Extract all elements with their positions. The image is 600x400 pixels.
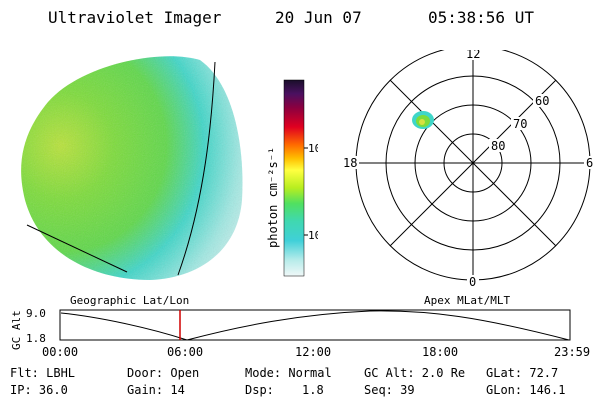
mlat-label-80: 80 [491, 139, 505, 153]
terminator-line [177, 61, 216, 276]
dsp-value: 1.8 [302, 383, 324, 397]
polar-plot: 12 18 6 0 60 70 80 [341, 50, 596, 289]
mlt-label-6: 6 [586, 156, 593, 170]
altitude-tick-high: 9.0 [26, 307, 46, 320]
door-info: Door: Open [127, 366, 200, 380]
time-tick-0000: 00:00 [42, 345, 78, 359]
mlt-label-12: 12 [466, 50, 480, 61]
time-tick-2359: 23:59 [554, 345, 590, 359]
mode-info: Mode: Normal [245, 366, 332, 380]
mlat-label-70: 70 [513, 117, 527, 131]
altitude-timeline: GC Alt 9.0 1.8 00:00 06:00 12:00 18:00 2… [10, 307, 590, 359]
colorbar-unit: photon cm⁻²s⁻¹ [266, 147, 280, 248]
latlon-line [26, 224, 128, 273]
earth-image [21, 56, 243, 281]
colorbar: 100 10 photon cm⁻²s⁻¹ [266, 79, 318, 277]
time-tick-0600: 06:00 [167, 345, 203, 359]
polar-diag-2 [389, 79, 557, 247]
altitude-curve [60, 310, 570, 341]
mlat-label-60: 60 [535, 94, 549, 108]
ip-info: IP: 36.0 [10, 383, 68, 397]
date-label: 20 Jun 07 [275, 8, 362, 27]
geographic-caption: Geographic Lat/Lon [70, 294, 190, 307]
apex-caption: Apex MLat/MLT [424, 294, 511, 307]
time-tick-1800: 18:00 [422, 345, 458, 359]
glat-info: GLat: 72.7 [486, 366, 559, 380]
time-tick-1200: 12:00 [295, 345, 331, 359]
colorbar-label-10: 10 [308, 229, 318, 242]
instrument-title: Ultraviolet Imager [48, 8, 222, 27]
aurora-patch-core [419, 119, 425, 125]
seq-info: Seq: 39 [364, 383, 415, 397]
altitude-axis-label: GC Alt [10, 310, 23, 350]
filter-info: Flt: LBHL [10, 366, 76, 380]
dsp-label: Dsp: [245, 383, 274, 397]
glon-info: GLon: 146.1 [486, 383, 566, 397]
mlt-label-0: 0 [469, 275, 476, 289]
time-label: 05:38:56 UT [428, 8, 534, 27]
mlt-label-18: 18 [343, 156, 357, 170]
altitude-tick-low: 1.8 [26, 332, 46, 345]
colorbar-label-100: 100 [308, 142, 318, 155]
gc-alt-info: GC Alt: 2.0 Re [364, 366, 466, 380]
colorbar-gradient [283, 79, 305, 277]
gain-info: Gain: 14 [127, 383, 185, 397]
earth-texture [21, 56, 243, 281]
timeline-frame [59, 309, 571, 341]
